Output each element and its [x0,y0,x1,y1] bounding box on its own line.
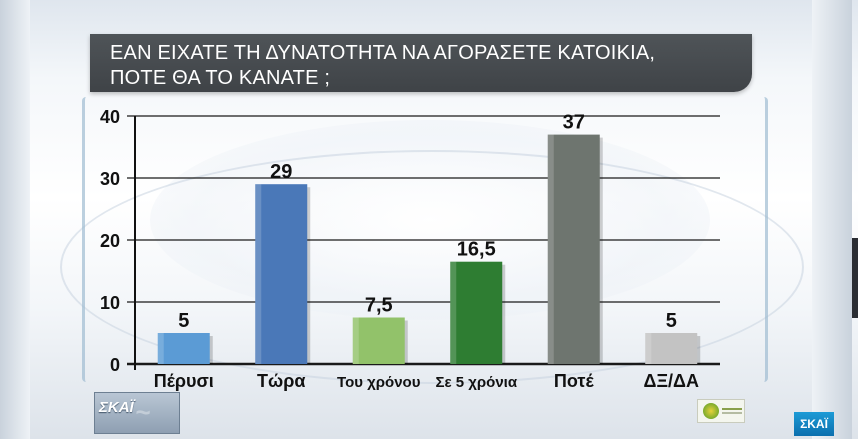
skai-logo-text: ΣΚΑΪ [99,399,134,416]
bar-value-label: 29 [270,161,292,183]
bar-value-label: 7,5 [365,295,393,317]
background-right-panel [812,0,852,439]
pollster-logo [697,399,745,423]
skai-logo-watermark: ~ [135,397,151,427]
bar-1 [157,333,210,364]
y-tick-label-40: 40 [100,107,120,127]
background-left-panel [0,0,30,439]
y-tick-label-30: 30 [100,169,120,189]
y-tick-label-10: 10 [100,293,120,313]
skai-logo: ΣΚΑΪ ~ [94,392,180,434]
x-category-label: Πέρυσι [154,371,214,391]
x-category-label: Ποτέ [554,371,595,391]
bar-6 [645,333,698,364]
x-category-label: Του χρόνου [337,374,421,391]
bar-4 [450,261,503,364]
bar-highlight [255,184,262,364]
bar-highlight [450,261,457,364]
x-category-label: Σε 5 χρόνια [435,374,517,391]
bar-highlight [352,317,359,364]
bar-value-label: 37 [563,112,585,134]
pollster-logo-lines [722,408,742,410]
bar-value-label: 5 [178,310,189,332]
bar-value-label: 5 [666,310,677,332]
bar-2 [255,184,308,364]
edge-bar [852,238,858,318]
chart-title-box: ΕΑΝ ΕΙΧΑΤΕ ΤΗ ΔΥΝΑΤΟΤΗΤΑ ΝΑ ΑΓΟΡΑΣΕΤΕ ΚΑ… [90,34,752,92]
x-category-label: ΔΞ/ΔΑ [644,371,699,391]
bar-3 [352,317,405,364]
skai-corner-logo: ΣΚΑΪ [794,412,834,436]
bar-highlight [547,134,554,364]
bar-highlight [157,333,164,364]
chart-title-line-2: ΠΟΤΕ ΘΑ ΤΟ ΚΑΝΑΤΕ ; [110,67,331,89]
bar-highlight [645,333,652,364]
pollster-logo-emblem [703,403,719,419]
bar-5 [547,134,600,364]
y-tick-label-0: 0 [110,355,120,375]
chart-title-line-1: ΕΑΝ ΕΙΧΑΤΕ ΤΗ ΔΥΝΑΤΟΤΗΤΑ ΝΑ ΑΓΟΡΑΣΕΤΕ ΚΑ… [110,42,656,64]
x-category-label: Τώρα [257,371,305,391]
bar-value-label: 16,5 [457,239,496,261]
y-tick-label-20: 20 [100,231,120,251]
plot-frame [82,97,768,382]
